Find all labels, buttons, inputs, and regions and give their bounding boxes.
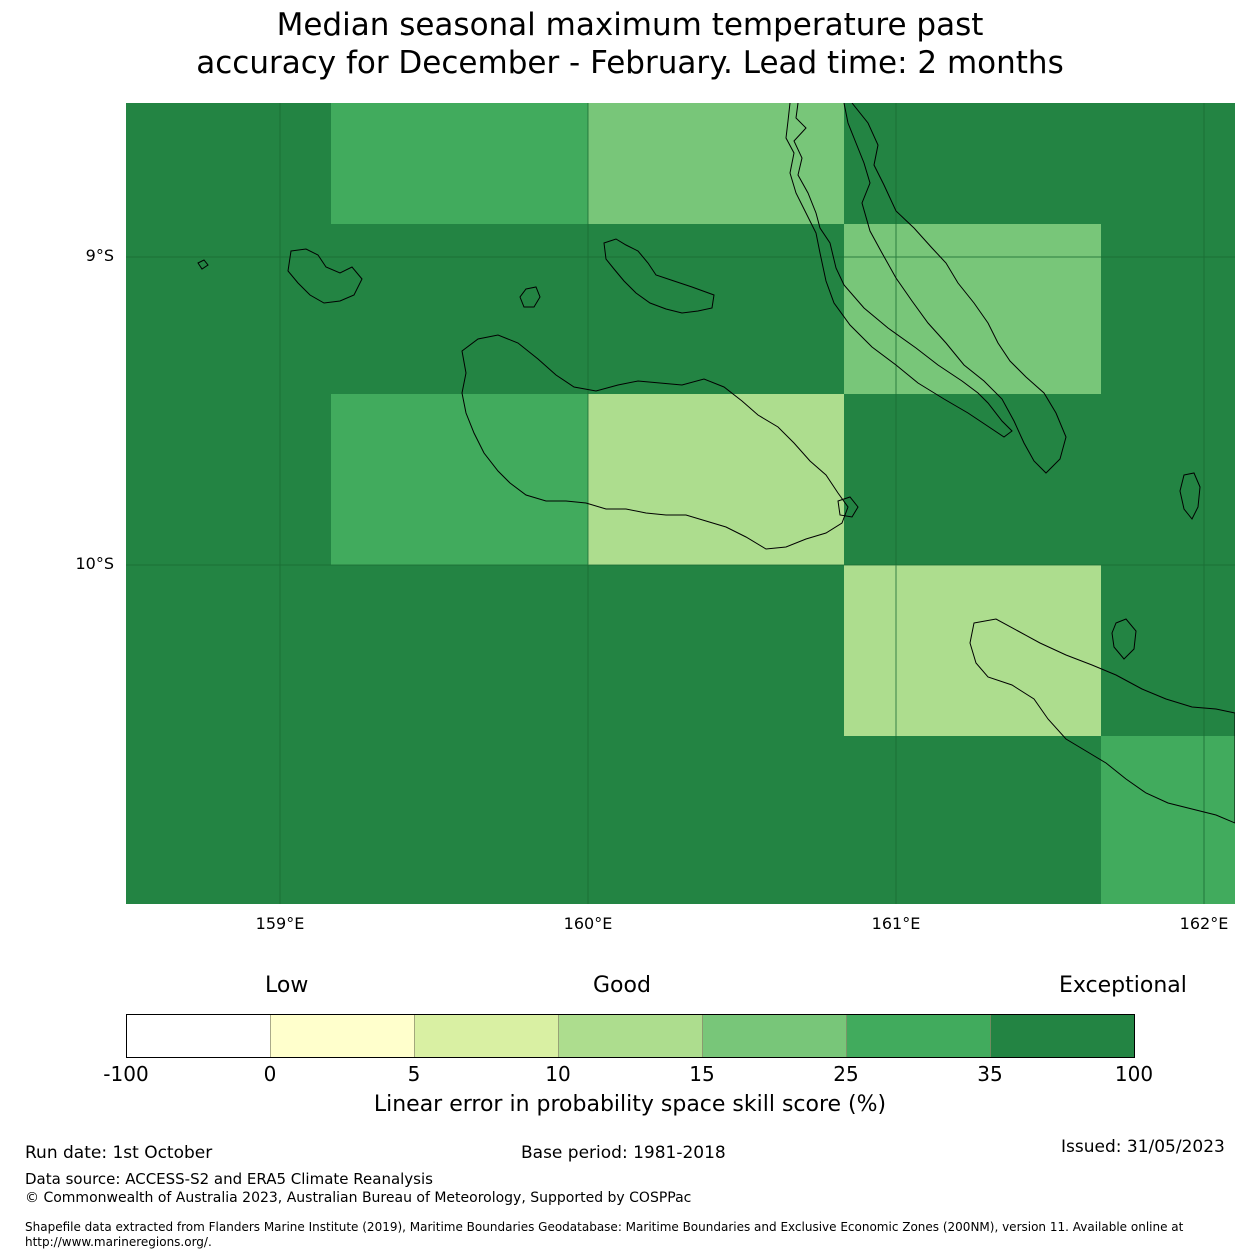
graticule (126, 103, 1235, 904)
grid-cell-r3-c1 (126, 394, 331, 565)
lon-label-160e: 160°E (563, 914, 613, 933)
title-line-2: accuracy for December - February. Lead t… (196, 45, 1064, 81)
grid-cell-r2-c2 (331, 224, 588, 394)
issued-date: Issued: 31/05/2023 (1061, 1137, 1225, 1157)
coast-guadalcanal (461, 334, 849, 550)
base-period: Base period: 1981-2018 (521, 1143, 726, 1163)
lon-label-161e: 161°E (871, 914, 921, 933)
grid-cell-r3-c2 (331, 394, 588, 565)
colorbar-frame (126, 1014, 1135, 1058)
grid-cell-r5-c3 (588, 736, 844, 904)
grid-cell-r1-c1 (126, 103, 331, 224)
lon-label-159e: 159°E (255, 914, 305, 933)
grid-cell-r1-c5 (1101, 103, 1235, 224)
grid-cell-r1-c4 (844, 103, 1101, 224)
colorbar-bin-1 (126, 1014, 271, 1058)
grid-cell-r5-c2 (331, 736, 588, 904)
grid-cell-r5-c5 (1101, 736, 1235, 904)
grid-cell-r4-c5 (1101, 565, 1235, 736)
colorbar-tick-6: 25 (833, 1062, 859, 1086)
legend-category-low: Low (265, 973, 309, 998)
shapefile-credit: Shapefile data extracted from Flanders M… (25, 1220, 1184, 1249)
coast-florida-islands (603, 238, 715, 314)
colorbar-tick-8: 100 (1114, 1062, 1154, 1086)
colorbar-tick-1: -100 (103, 1062, 149, 1086)
colorbar-tick-3: 5 (407, 1062, 421, 1086)
coast-makira (969, 618, 1235, 824)
copyright: © Commonwealth of Australia 2023, Austra… (25, 1190, 692, 1206)
colorbar-bin-2 (270, 1014, 415, 1058)
colorbar-bin-6 (846, 1014, 991, 1058)
colorbar (126, 1014, 1135, 1058)
coast-ulawa (1179, 472, 1201, 520)
legend-category-good: Good (593, 973, 651, 998)
colorbar-bin-3 (414, 1014, 559, 1058)
skill-score-map (126, 103, 1235, 904)
colorbar-tick-4: 10 (545, 1062, 571, 1086)
lat-label-9s: 9°S (85, 246, 114, 265)
colorbar-bins (126, 1014, 1135, 1058)
lat-label-10s: 10°S (75, 554, 114, 573)
title-line-1: Median seasonal maximum temperature past (276, 7, 984, 43)
grid-cell-r4-c3 (588, 565, 844, 736)
coast-small-island-west (197, 259, 209, 270)
coast-ysabel-north (843, 103, 1067, 474)
grid-cell-r4-c2 (331, 565, 588, 736)
chart-title: Median seasonal maximum temperature past… (0, 6, 1260, 82)
grid-cells (126, 103, 1235, 904)
grid-cell-r3-c3 (588, 394, 844, 565)
grid-cell-r2-c3 (588, 224, 844, 394)
coast-russell-islands (287, 248, 363, 304)
grid-cell-r4-c1 (126, 565, 331, 736)
grid-cell-r3-c4 (844, 394, 1101, 565)
colorbar-tick-2: 0 (263, 1062, 277, 1086)
coast-ugi (1111, 618, 1137, 660)
coast-savo (519, 286, 541, 308)
run-date: Run date: 1st October (25, 1143, 213, 1163)
colorbar-bin-7 (990, 1014, 1135, 1058)
legend-category-exceptional: Exceptional (1059, 973, 1187, 998)
grid-cell-r2-c4 (844, 224, 1101, 394)
grid-cell-r2-c5 (1101, 224, 1235, 394)
colorbar-title: Linear error in probability space skill … (373, 1092, 887, 1117)
colorbar-bin-5 (702, 1014, 847, 1058)
colorbar-tick-5: 15 (689, 1062, 715, 1086)
coast-santa-isabel (785, 103, 1013, 438)
grid-cell-r5-c1 (126, 736, 331, 904)
grid-cell-r1-c2 (331, 103, 588, 224)
coast-guadalcanal-east-islet (837, 496, 859, 518)
colorbar-bin-4 (558, 1014, 703, 1058)
grid-cell-r2-c1 (126, 224, 331, 394)
grid-cell-r5-c4 (844, 736, 1101, 904)
coastlines (197, 103, 1235, 824)
grid-cell-r3-c5 (1101, 394, 1235, 565)
data-source: Data source: ACCESS-S2 and ERA5 Climate … (25, 1170, 433, 1188)
colorbar-tick-7: 35 (977, 1062, 1003, 1086)
grid-cell-r1-c3 (588, 103, 844, 224)
lon-label-162e: 162°E (1179, 914, 1229, 933)
